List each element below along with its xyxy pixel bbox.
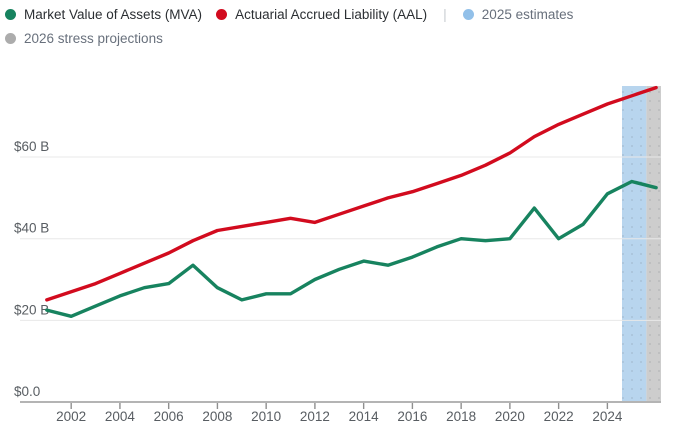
y-axis-label: $0.0 (14, 384, 40, 399)
legend-item-label: Market Value of Assets (MVA) (24, 6, 203, 22)
aal-line (45, 85, 658, 302)
legend-item-label: 2025 estimates (481, 6, 574, 22)
legend-dot-icon (5, 33, 16, 44)
x-axis-label: 2010 (251, 409, 281, 424)
band-texture (622, 86, 647, 402)
x-axis-label: 2006 (154, 409, 184, 424)
legend-item-aal[interactable]: Actuarial Accrued Liability (AAL) (216, 7, 427, 22)
legend-item-label: Actuarial Accrued Liability (AAL) (235, 6, 428, 22)
band-texture (646, 86, 661, 402)
y-axis-label: $60 B (14, 139, 49, 154)
legend-dot-icon (462, 8, 474, 20)
x-axis-label: 2008 (202, 409, 232, 424)
x-axis-label: 2022 (544, 409, 574, 424)
x-axis-label: 2004 (105, 409, 136, 424)
x-axis-label: 2014 (349, 409, 380, 424)
chart-legend: Market Value of Assets (MVA) Actuarial A… (5, 6, 655, 46)
x-axis-label: 2002 (56, 409, 86, 424)
x-axis-label: 2018 (446, 409, 476, 424)
legend-dot-icon (5, 8, 16, 20)
legend-item-estimates-2025[interactable]: 2025 estimates (462, 6, 574, 22)
x-axis-label: 2020 (495, 409, 525, 424)
y-axis-label: $20 B (14, 302, 49, 317)
x-axis-label: 2024 (592, 409, 623, 424)
legend-dot-icon (216, 8, 228, 20)
legend-item-mva[interactable]: Market Value of Assets (MVA) (5, 7, 202, 22)
x-axis-label: 2016 (397, 409, 427, 424)
y-axis-label: $40 B (14, 221, 49, 236)
x-axis-label: 2012 (300, 409, 330, 424)
legend-separator: | (443, 6, 447, 22)
legend-item-label: 2026 stress projections (24, 31, 163, 46)
mva-line (45, 179, 658, 318)
legend-item-stress-2026[interactable]: 2026 stress projections (5, 31, 163, 46)
